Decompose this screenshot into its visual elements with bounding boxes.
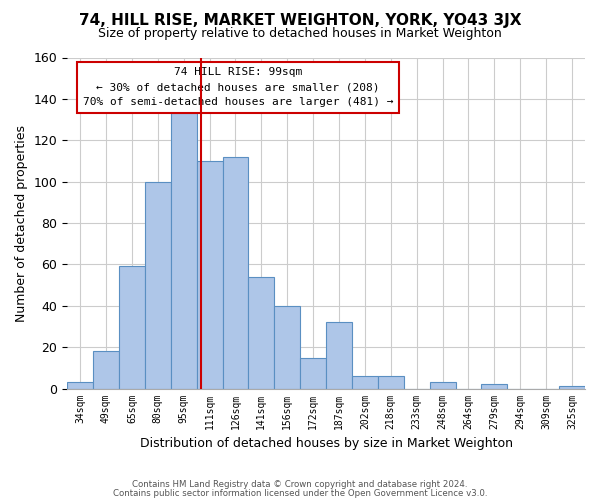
Text: Contains HM Land Registry data © Crown copyright and database right 2024.: Contains HM Land Registry data © Crown c…: [132, 480, 468, 489]
Bar: [559, 386, 585, 388]
Text: Size of property relative to detached houses in Market Weighton: Size of property relative to detached ho…: [98, 28, 502, 40]
Text: Contains public sector information licensed under the Open Government Licence v3: Contains public sector information licen…: [113, 490, 487, 498]
Bar: [67, 382, 93, 388]
Bar: [145, 182, 171, 388]
Bar: [481, 384, 508, 388]
Bar: [197, 161, 223, 388]
X-axis label: Distribution of detached houses by size in Market Weighton: Distribution of detached houses by size …: [140, 437, 512, 450]
Bar: [248, 277, 274, 388]
Bar: [378, 376, 404, 388]
Bar: [430, 382, 455, 388]
Text: 74, HILL RISE, MARKET WEIGHTON, YORK, YO43 3JX: 74, HILL RISE, MARKET WEIGHTON, YORK, YO…: [79, 12, 521, 28]
Bar: [119, 266, 145, 388]
Bar: [171, 114, 197, 388]
Bar: [352, 376, 378, 388]
Text: 74 HILL RISE: 99sqm
← 30% of detached houses are smaller (208)
70% of semi-detac: 74 HILL RISE: 99sqm ← 30% of detached ho…: [83, 68, 393, 107]
Bar: [326, 322, 352, 388]
Y-axis label: Number of detached properties: Number of detached properties: [15, 124, 28, 322]
Bar: [223, 157, 248, 388]
Bar: [300, 358, 326, 388]
Bar: [274, 306, 300, 388]
Bar: [93, 352, 119, 389]
